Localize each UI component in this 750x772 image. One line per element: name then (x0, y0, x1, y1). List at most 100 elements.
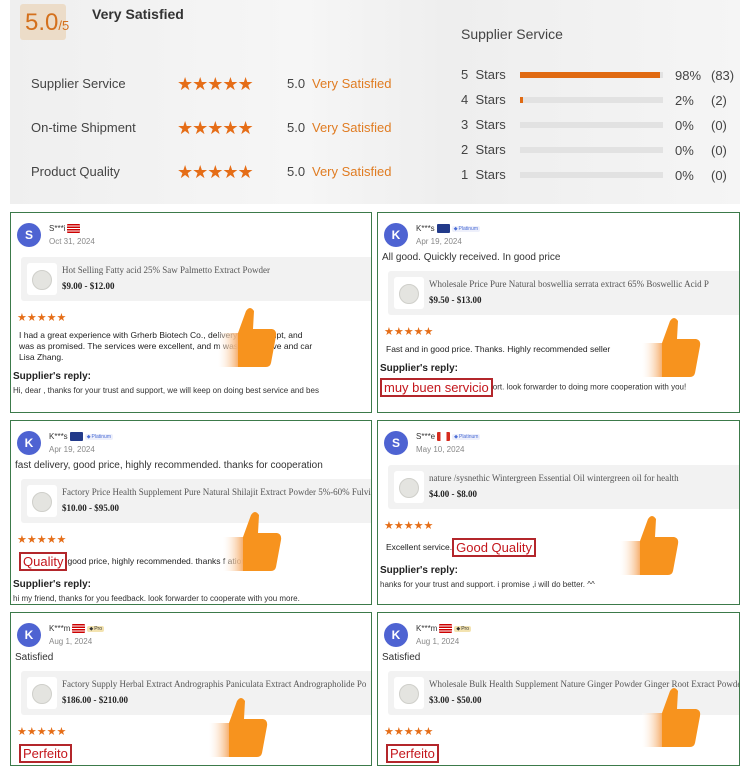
reviewer-name: K***m ◆ Pro (49, 624, 104, 633)
badge-label: Platinum (458, 225, 478, 232)
review-comment: Fast and in good price. Thanks. Highly r… (386, 344, 739, 355)
malaysia-flag-icon (72, 624, 86, 633)
review-comment: Quality good price, highly recommended. t… (19, 552, 371, 571)
product-title[interactable]: Factory Supply Herbal Extract Andrograph… (62, 679, 367, 689)
rating-label: Supplier Service (31, 76, 126, 91)
reviewer-name: S***i (49, 224, 81, 233)
diamond-icon: ◆ (89, 625, 94, 632)
rating-value: 5.0 (287, 76, 306, 91)
thumbs-up-icon (618, 513, 680, 579)
product-card[interactable]: Factory Supply Herbal Extract Andrograph… (21, 671, 371, 715)
product-thumbnail (394, 677, 424, 709)
distribution-row: 4 Stars 2% (2) (461, 92, 741, 108)
review-date: Apr 19, 2024 (49, 445, 95, 454)
thumbs-up-icon (640, 685, 702, 751)
badge-label: Platinum (458, 433, 479, 440)
review-card: K K***s ◆ Platinum Apr 19, 2024 fast delivery… (10, 420, 372, 605)
distribution-row: 3 Stars 0% (0) (461, 117, 741, 133)
membership-badge: ◆ Pro (454, 625, 471, 632)
review-stars: ★★★★★ (384, 726, 434, 738)
product-image (32, 684, 52, 704)
product-image (32, 492, 52, 512)
distribution-label: 2 Stars (461, 142, 506, 157)
distribution-count: (0) (711, 118, 727, 133)
product-card[interactable]: Wholesale Price Pure Natural boswellia s… (388, 271, 739, 315)
reviewer-name: K***s ◆ Platinum (416, 224, 480, 233)
product-image (399, 478, 419, 498)
rating-row: Supplier Service ★★★★★ 5.0 Very Satisfied (31, 74, 431, 94)
product-image (32, 270, 52, 290)
badge-label: Pro (94, 625, 102, 632)
product-card[interactable]: nature /sysnethic Wintergreen Essential … (388, 465, 739, 509)
avatar: K (384, 223, 408, 247)
thumbs-up-icon (640, 315, 702, 381)
reviewer-name-text: S***i (49, 224, 66, 233)
overall-score: 5.0/5 (20, 4, 69, 40)
highlight-label: muy buen servicio (380, 378, 493, 397)
product-thumbnail (394, 471, 424, 503)
highlight-label: Perfeito (386, 744, 439, 763)
product-price: $4.00 - $8.00 (429, 489, 477, 499)
highlight-label: Quality (19, 552, 68, 571)
distribution-label: 5 Stars (461, 67, 506, 82)
membership-badge: ◆ Platinum (452, 433, 481, 440)
product-thumbnail (27, 677, 57, 709)
review-stars: ★★★★★ (17, 726, 67, 738)
distribution-bar (520, 122, 663, 128)
reviewer-name-text: K***m (49, 624, 71, 633)
avatar: S (384, 431, 408, 455)
supplier-reply-label: Supplier's reply: (380, 565, 458, 576)
review-card: K K***m ◆ Pro Aug 1, 2024 Satisfied Wholesale … (377, 612, 740, 766)
membership-badge: ◆ Pro (87, 625, 104, 632)
product-title[interactable]: Wholesale Price Pure Natural boswellia s… (429, 279, 709, 289)
rating-value: 5.0 (287, 164, 306, 179)
reviewer-name: S***e ◆ Platinum (416, 432, 481, 441)
avatar: K (17, 431, 41, 455)
distribution-row: 1 Stars 0% (0) (461, 167, 741, 183)
reviewer-name-text: K***s (49, 432, 68, 441)
review-date: Oct 31, 2024 (49, 237, 95, 246)
distribution-count: (83) (711, 68, 735, 83)
badge-label: Pro (461, 625, 469, 632)
rating-label: On-time Shipment (31, 120, 136, 135)
review-stars: ★★★★★ (384, 326, 434, 338)
distribution-label: 4 Stars (461, 92, 506, 107)
rating-text: Very Satisfied (312, 164, 392, 179)
product-card[interactable]: Hot Selling Fatty acid 25% Saw Palmetto … (21, 257, 371, 301)
product-thumbnail (27, 485, 57, 517)
badge-label: Platinum (91, 433, 111, 440)
thumbs-up-icon (207, 695, 269, 761)
review-card: K K***m ◆ Pro Aug 1, 2024 Satisfied Factory Su… (10, 612, 372, 766)
product-price: $9.00 - $12.00 (62, 281, 115, 291)
product-price: $9.50 - $13.00 (429, 295, 482, 305)
product-title[interactable]: Factory Price Health Supplement Pure Nat… (62, 487, 371, 497)
supplier-reply-label: Supplier's reply: (13, 579, 91, 590)
distribution-count: (0) (711, 168, 727, 183)
malaysia-flag-icon (67, 224, 81, 233)
avatar: K (384, 623, 408, 647)
review-headline: fast delivery, good price, highly recomm… (15, 460, 323, 471)
product-card[interactable]: Factory Price Health Supplement Pure Nat… (21, 479, 371, 523)
review-date: Aug 1, 2024 (49, 637, 93, 646)
distribution-percent: 98% (675, 68, 702, 83)
rating-label: Product Quality (31, 164, 120, 179)
distribution-row: 2 Stars 0% (0) (461, 142, 741, 158)
diamond-icon: ◆ (454, 433, 458, 440)
review-body: All good. Quickly received. In good pric… (380, 251, 739, 397)
review-comment: I had a great experience with Grherb Bio… (19, 330, 371, 363)
product-title[interactable]: Wholesale Bulk Health Supplement Nature … (429, 679, 740, 689)
diamond-icon: ◆ (453, 225, 458, 232)
star-rating: ★★★★★ (177, 162, 254, 182)
review-comment-text: Excellent service. (386, 541, 453, 552)
review-card: K K***s ◆ Platinum Apr 19, 2024 All good. Qui… (377, 212, 740, 413)
review-stars: ★★★★★ (17, 534, 67, 546)
product-title[interactable]: Hot Selling Fatty acid 25% Saw Palmetto … (62, 265, 270, 275)
product-card[interactable]: Wholesale Bulk Health Supplement Nature … (388, 671, 740, 715)
reviewer-name-text: K***s (416, 224, 435, 233)
product-title[interactable]: nature /sysnethic Wintergreen Essential … (429, 473, 679, 483)
diamond-icon: ◆ (456, 625, 461, 632)
distribution-bar (520, 97, 663, 103)
review-stars: ★★★★★ (384, 520, 434, 532)
review-comment: Perfeito (386, 744, 739, 763)
rating-text: Very Satisfied (312, 120, 392, 135)
